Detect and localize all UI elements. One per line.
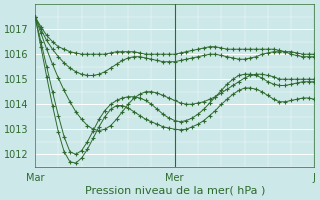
X-axis label: Pression niveau de la mer( hPa ): Pression niveau de la mer( hPa )	[84, 186, 265, 196]
